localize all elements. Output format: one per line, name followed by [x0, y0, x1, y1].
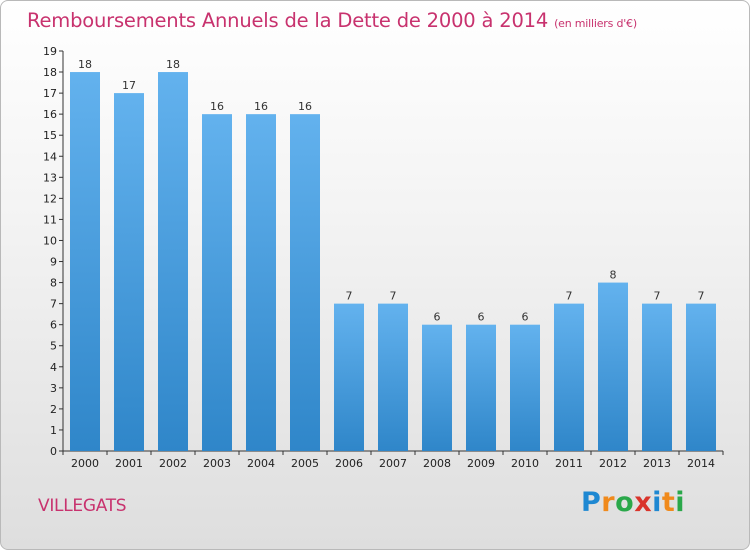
bar-value-label: 7 [566, 290, 573, 303]
y-tick-label: 15 [43, 129, 57, 142]
bar-value-label: 18 [78, 58, 92, 71]
y-tick-label: 19 [43, 45, 57, 58]
bar [378, 303, 408, 451]
bar-value-label: 7 [654, 290, 661, 303]
x-tick-label: 2009 [467, 457, 495, 470]
y-tick-label: 7 [50, 298, 57, 311]
logo-letter: t [661, 487, 676, 518]
bar [598, 282, 628, 451]
bar [202, 114, 232, 451]
bar-value-label: 6 [478, 311, 485, 324]
y-tick-label: 5 [50, 340, 57, 353]
logo-letter: i [675, 487, 686, 518]
y-tick-label: 14 [43, 150, 57, 163]
bar [642, 303, 672, 451]
x-tick-label: 2007 [379, 457, 407, 470]
bar-value-label: 6 [434, 311, 441, 324]
y-tick-label: 8 [50, 277, 57, 290]
bar-value-label: 7 [698, 290, 705, 303]
bar-value-label: 17 [122, 79, 136, 92]
bar [686, 303, 716, 451]
y-tick-label: 13 [43, 171, 57, 184]
x-tick-label: 2011 [555, 457, 583, 470]
bar-value-label: 6 [522, 311, 529, 324]
chart-title: Remboursements Annuels de la Dette de 20… [27, 9, 637, 32]
x-tick-label: 2008 [423, 457, 451, 470]
y-tick-label: 1 [50, 424, 57, 437]
x-tick-label: 2002 [159, 457, 187, 470]
bar [158, 72, 188, 451]
x-tick-label: 2006 [335, 457, 363, 470]
bar-value-label: 8 [610, 269, 617, 282]
bar-value-label: 16 [210, 100, 224, 113]
logo-letter: r [601, 487, 616, 518]
x-tick-label: 2013 [643, 457, 671, 470]
y-tick-label: 17 [43, 87, 57, 100]
y-tick-label: 11 [43, 213, 57, 226]
logo-letter: o [615, 487, 635, 518]
y-tick-label: 6 [50, 319, 57, 332]
commune-name: VILLEGATS [38, 496, 127, 516]
y-tick-label: 18 [43, 66, 57, 79]
x-tick-label: 2014 [687, 457, 715, 470]
logo-letter: P [581, 487, 602, 518]
bar-value-label: 7 [390, 290, 397, 303]
x-tick-label: 2003 [203, 457, 231, 470]
y-tick-label: 2 [50, 403, 57, 416]
y-tick-label: 10 [43, 234, 57, 247]
logo-letter: x [634, 487, 653, 518]
bar [246, 114, 276, 451]
proxiti-logo[interactable]: Proxiti [581, 487, 685, 518]
bar [554, 303, 584, 451]
x-tick-label: 2010 [511, 457, 539, 470]
bar [422, 324, 452, 451]
chart-unit: (en milliers d'€) [554, 17, 637, 30]
y-tick-label: 0 [50, 445, 57, 458]
x-tick-label: 2005 [291, 457, 319, 470]
bar [466, 324, 496, 451]
y-tick-label: 3 [50, 382, 57, 395]
bar [70, 72, 100, 451]
chart-title-text: Remboursements Annuels de la Dette de 20… [27, 9, 549, 32]
x-tick-label: 2004 [247, 457, 275, 470]
bar-value-label: 16 [298, 100, 312, 113]
x-tick-label: 2000 [71, 457, 99, 470]
y-tick-label: 16 [43, 108, 57, 121]
bar-value-label: 18 [166, 58, 180, 71]
y-tick-label: 12 [43, 192, 57, 205]
bar [334, 303, 364, 451]
x-tick-label: 2001 [115, 457, 143, 470]
chart-value-labels: 18 17 18 16 16 16 7 7 6 6 6 7 8 7 7 [78, 58, 705, 324]
y-tick-label: 9 [50, 256, 57, 269]
bar [114, 93, 144, 452]
bar [510, 324, 540, 451]
chart-bars [70, 72, 716, 452]
bar-value-label: 16 [254, 100, 268, 113]
bar-value-label: 7 [346, 290, 353, 303]
x-tick-label: 2012 [599, 457, 627, 470]
y-tick-label: 4 [50, 361, 57, 374]
bar [290, 114, 320, 451]
logo-letter: i [652, 487, 662, 518]
